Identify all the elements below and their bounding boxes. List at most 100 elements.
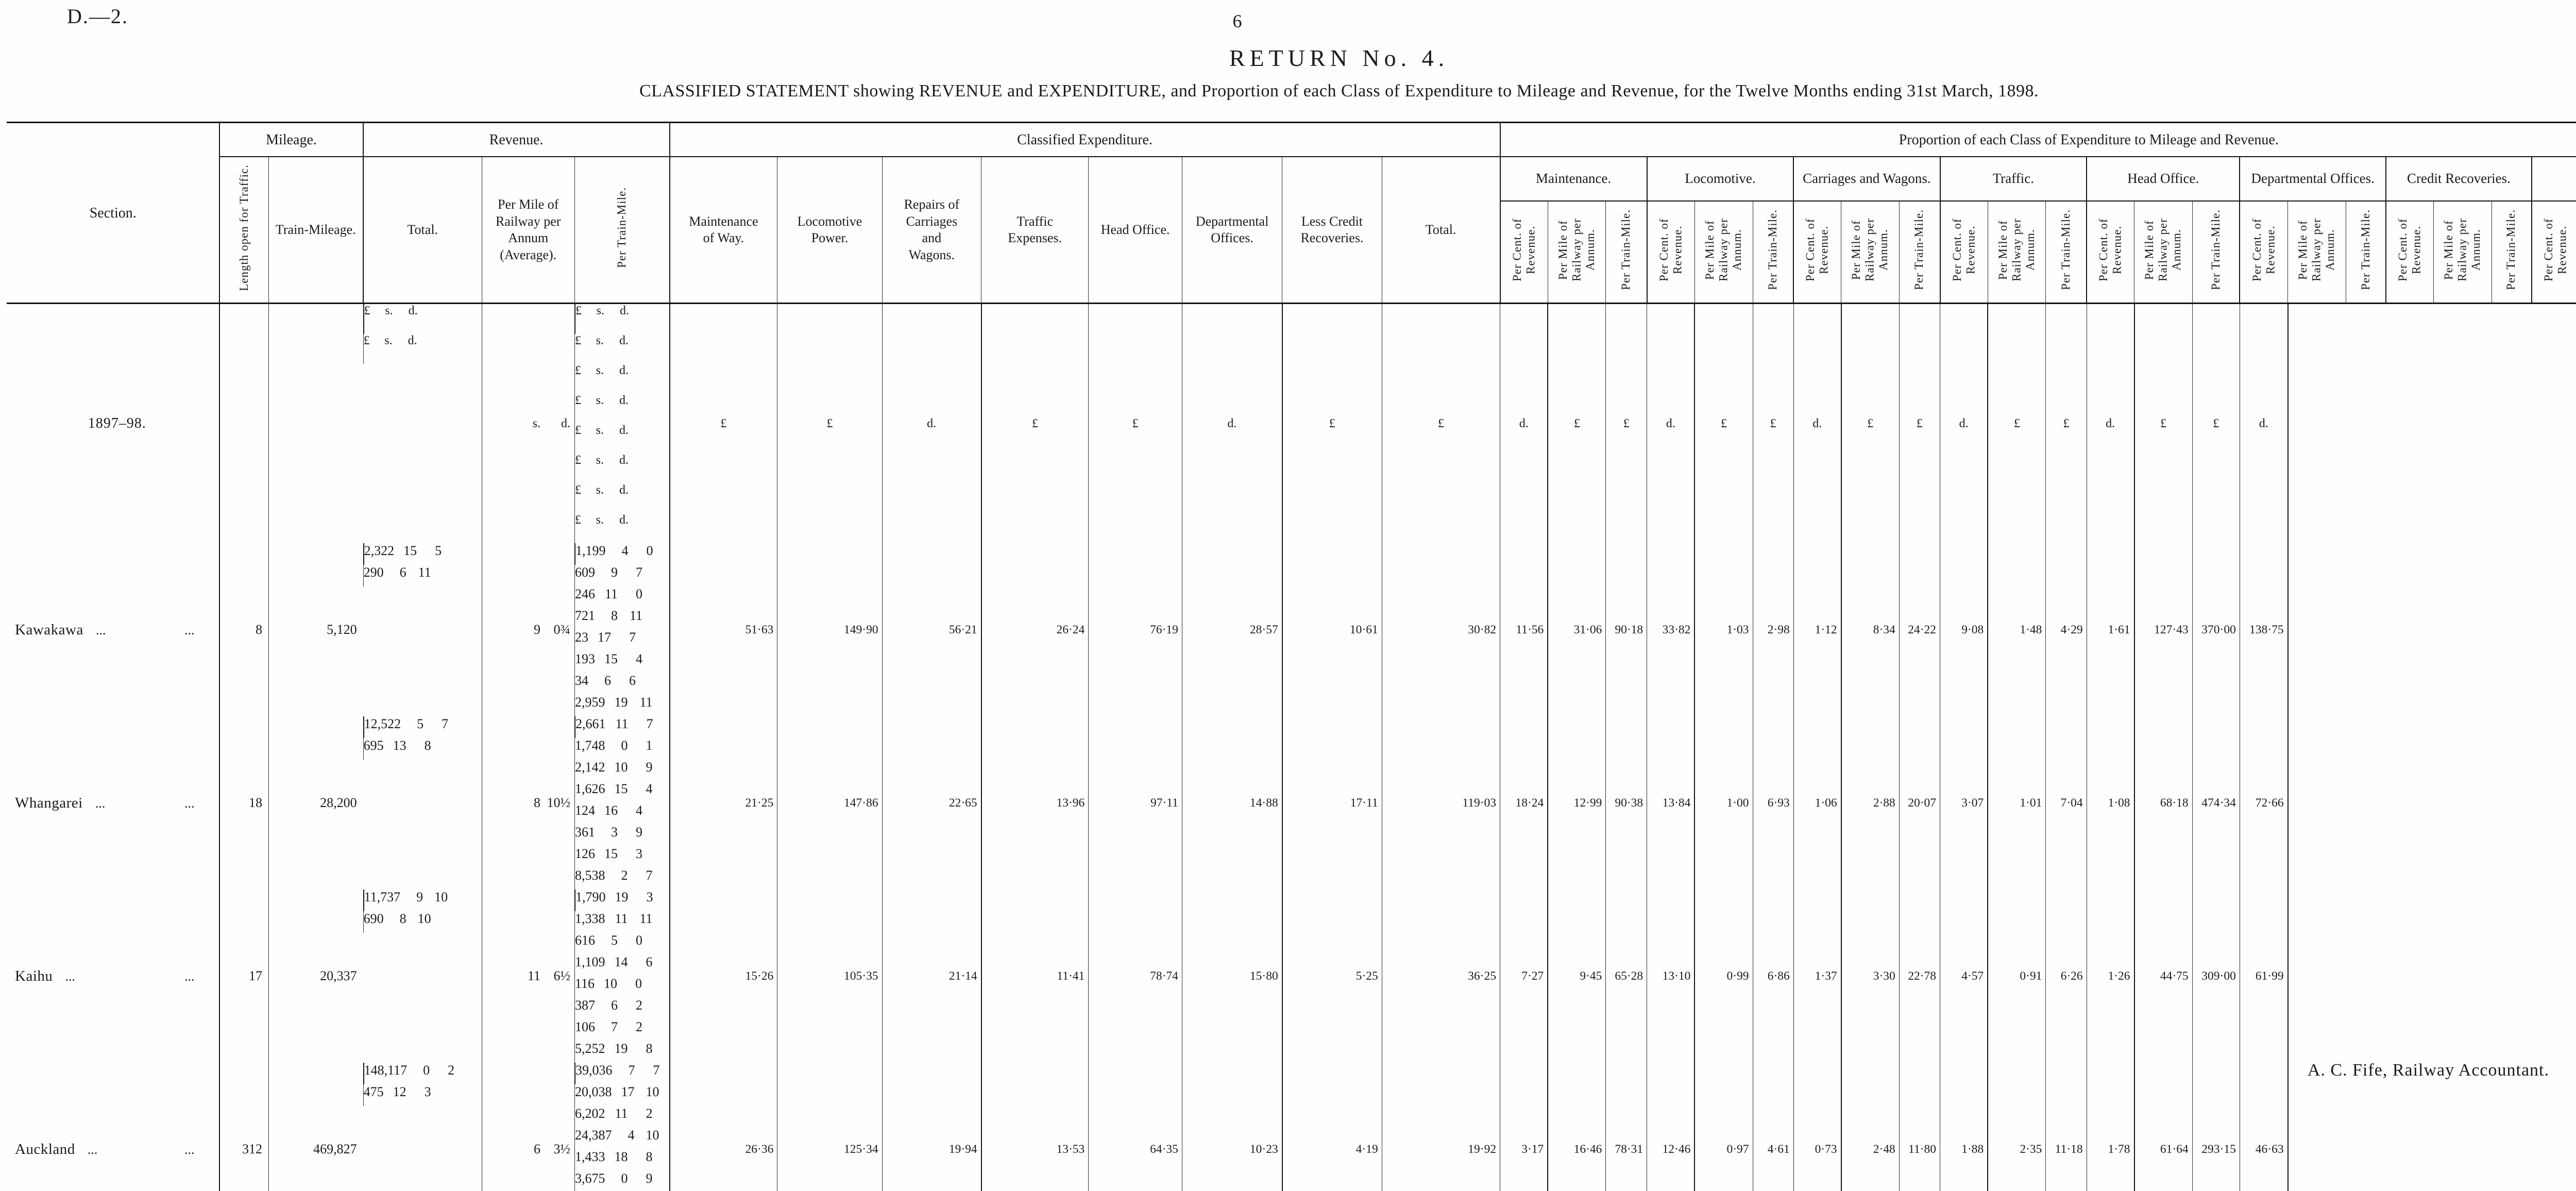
value-cell: 361 3 9 xyxy=(574,825,669,846)
value-cell: 4·19 xyxy=(1281,1063,1382,1191)
signature: A. C. Fife, Railway Accountant. xyxy=(2307,1061,2549,1080)
value-cell: 13·84 xyxy=(1647,716,1695,890)
value-cell: 33·82 xyxy=(1647,543,1695,716)
value-cell: 1,338 11 11 xyxy=(574,911,669,933)
value-cell: 20,337 xyxy=(268,890,363,1063)
value-cell: £ xyxy=(777,303,883,543)
value-cell: 721 8 11 xyxy=(574,608,669,630)
value-cell: 90·38 xyxy=(1605,716,1647,890)
proportion-group-credit-recoveries: Credit Recoveries. xyxy=(2385,157,2532,202)
page-number: 6 xyxy=(1232,11,1242,31)
value-cell: 17 xyxy=(219,890,269,1063)
value-cell: 61·99 xyxy=(2239,890,2289,1063)
value-cell: 90·18 xyxy=(1605,543,1647,716)
value-cell: 0·73 xyxy=(1793,1063,1841,1191)
value-cell: 6·86 xyxy=(1752,890,1794,1063)
value-cell: 78·74 xyxy=(1088,890,1182,1063)
value-cell: 148,117 0 2 xyxy=(363,1063,482,1084)
proportion-subcolumn-header: Per Mile of Railway per Annum. xyxy=(2287,201,2346,304)
value-cell: 106 7 2 xyxy=(574,1019,669,1041)
value-cell: 1,433 18 8 xyxy=(574,1149,669,1171)
value-cell: 61·64 xyxy=(2133,1063,2193,1191)
proportion-subcolumn-header: Per Mile of Railway per Annum. xyxy=(2433,201,2492,304)
proportion-subcolumn-header: Per Train-Mile. xyxy=(2192,201,2240,304)
group-header-classified-expenditure: Classified Expenditure. xyxy=(669,122,1500,157)
value-cell: 695 13 8 xyxy=(363,738,482,760)
value-cell: £ s. d. xyxy=(574,364,669,394)
value-cell: 20,038 17 10 xyxy=(574,1084,669,1106)
value-cell: d. xyxy=(1793,303,1841,543)
value-cell: 13·96 xyxy=(980,716,1089,890)
value-cell: 34 6 6 xyxy=(574,673,669,695)
value-cell: 290 6 11 xyxy=(363,565,482,586)
value-cell: 18 xyxy=(219,716,269,890)
column-header-repairs-carriages-wagons: Repairs of Carriages and Wagons. xyxy=(882,157,981,304)
value-cell: 8,538 2 7 xyxy=(574,868,669,890)
value-cell: 4·61 xyxy=(1752,1063,1794,1191)
proportion-subcolumn-header: Per Mile of Railway per Annum. xyxy=(2134,201,2193,304)
value-cell: 475 12 3 xyxy=(363,1084,482,1106)
proportion-subcolumn-header: Per Train-Mile. xyxy=(2345,201,2386,304)
value-cell: 309·00 xyxy=(2192,890,2240,1063)
value-cell: 11 6½ xyxy=(481,890,574,1063)
value-cell: 126 15 3 xyxy=(574,846,669,868)
value-cell: 105·35 xyxy=(777,890,883,1063)
value-cell: 76·19 xyxy=(1088,543,1182,716)
value-cell: 1·08 xyxy=(2086,716,2134,890)
value-cell: 23 17 7 xyxy=(574,630,669,651)
value-cell: 72·66 xyxy=(2239,716,2289,890)
value-cell: 3·07 xyxy=(1940,716,1988,890)
value-cell: 5·25 xyxy=(1281,890,1382,1063)
value-cell: 469,827 xyxy=(268,1063,363,1191)
value-cell: 690 8 10 xyxy=(363,911,482,933)
value-cell: 65·28 xyxy=(1605,890,1647,1063)
value-cell: 1·61 xyxy=(2086,543,2134,716)
value-cell: 28·57 xyxy=(1181,543,1282,716)
value-cell: 21·14 xyxy=(882,890,981,1063)
proportion-subcolumn-header: Per Mile of Railway per Annum. xyxy=(1987,201,2046,304)
value-cell: 1·03 xyxy=(1694,543,1753,716)
proportion-subcolumn-header: Per Train-Mile. xyxy=(1752,201,1794,304)
value-cell: 2,322 15 5 xyxy=(363,543,482,565)
value-cell: 9 0¾ xyxy=(481,543,574,716)
value-cell: £ xyxy=(1899,303,1940,543)
column-header-maintenance-of-way: Maintenance of Way. xyxy=(669,157,777,304)
proportion-subcolumn-header: Per Cent. of Revenue. xyxy=(2239,201,2288,304)
value-cell: 12·46 xyxy=(1647,1063,1695,1191)
value-cell xyxy=(219,303,269,543)
value-cell: 51·63 xyxy=(669,543,777,716)
value-cell: 1·12 xyxy=(1793,543,1841,716)
proportion-group-head-office: Head Office. xyxy=(2086,157,2240,202)
value-cell: 97·11 xyxy=(1088,716,1182,890)
column-header-head-office: Head Office. xyxy=(1088,157,1182,304)
value-cell: 78·31 xyxy=(1605,1063,1647,1191)
value-cell: 36·25 xyxy=(1381,890,1500,1063)
value-cell: 15·80 xyxy=(1181,890,1282,1063)
value-cell: 1·00 xyxy=(1694,716,1753,890)
value-cell: 1,199 4 0 xyxy=(574,543,669,565)
value-cell: 1·26 xyxy=(2086,890,2134,1063)
value-cell: 127·43 xyxy=(2133,543,2193,716)
column-header-revenue-per-mile: Per Mile of Railway per Annum (Average). xyxy=(481,157,574,304)
column-header-length-open: Length open for Traffic. xyxy=(219,157,269,304)
column-header-less-credit-recoveries: Less Credit Recoveries. xyxy=(1282,157,1382,304)
proportion-subcolumn-header: Per Mile of Railway per Annum. xyxy=(1694,201,1753,304)
value-cell: 246 11 0 xyxy=(574,586,669,608)
value-cell: 1,626 15 4 xyxy=(574,781,669,803)
column-header-revenue-total: Total. xyxy=(362,157,482,304)
value-cell: 2·35 xyxy=(1987,1063,2046,1191)
length-open-rotated-label: Length open for Traffic. xyxy=(238,164,250,291)
value-cell: 2,142 10 9 xyxy=(574,760,669,781)
group-header-mileage: Mileage. xyxy=(219,122,363,157)
section-cell: Auckland...... xyxy=(15,1140,195,1158)
year-label: 1897–98. xyxy=(88,415,146,431)
proportion-subcolumn-header: Per Cent. of Revenue. xyxy=(1499,201,1548,304)
value-cell: 387 6 2 xyxy=(574,998,669,1019)
value-cell: 1·48 xyxy=(1987,543,2046,716)
value-cell: £ xyxy=(980,303,1089,543)
proportion-subcolumn-header: Per Cent. of Revenue. xyxy=(1793,201,1841,304)
value-cell: 1,748 0 1 xyxy=(574,738,669,760)
page-subtitle: CLASSIFIED STATEMENT showing REVENUE and… xyxy=(639,81,2039,100)
value-cell: 10·61 xyxy=(1281,543,1382,716)
value-cell: 1·01 xyxy=(1987,716,2046,890)
